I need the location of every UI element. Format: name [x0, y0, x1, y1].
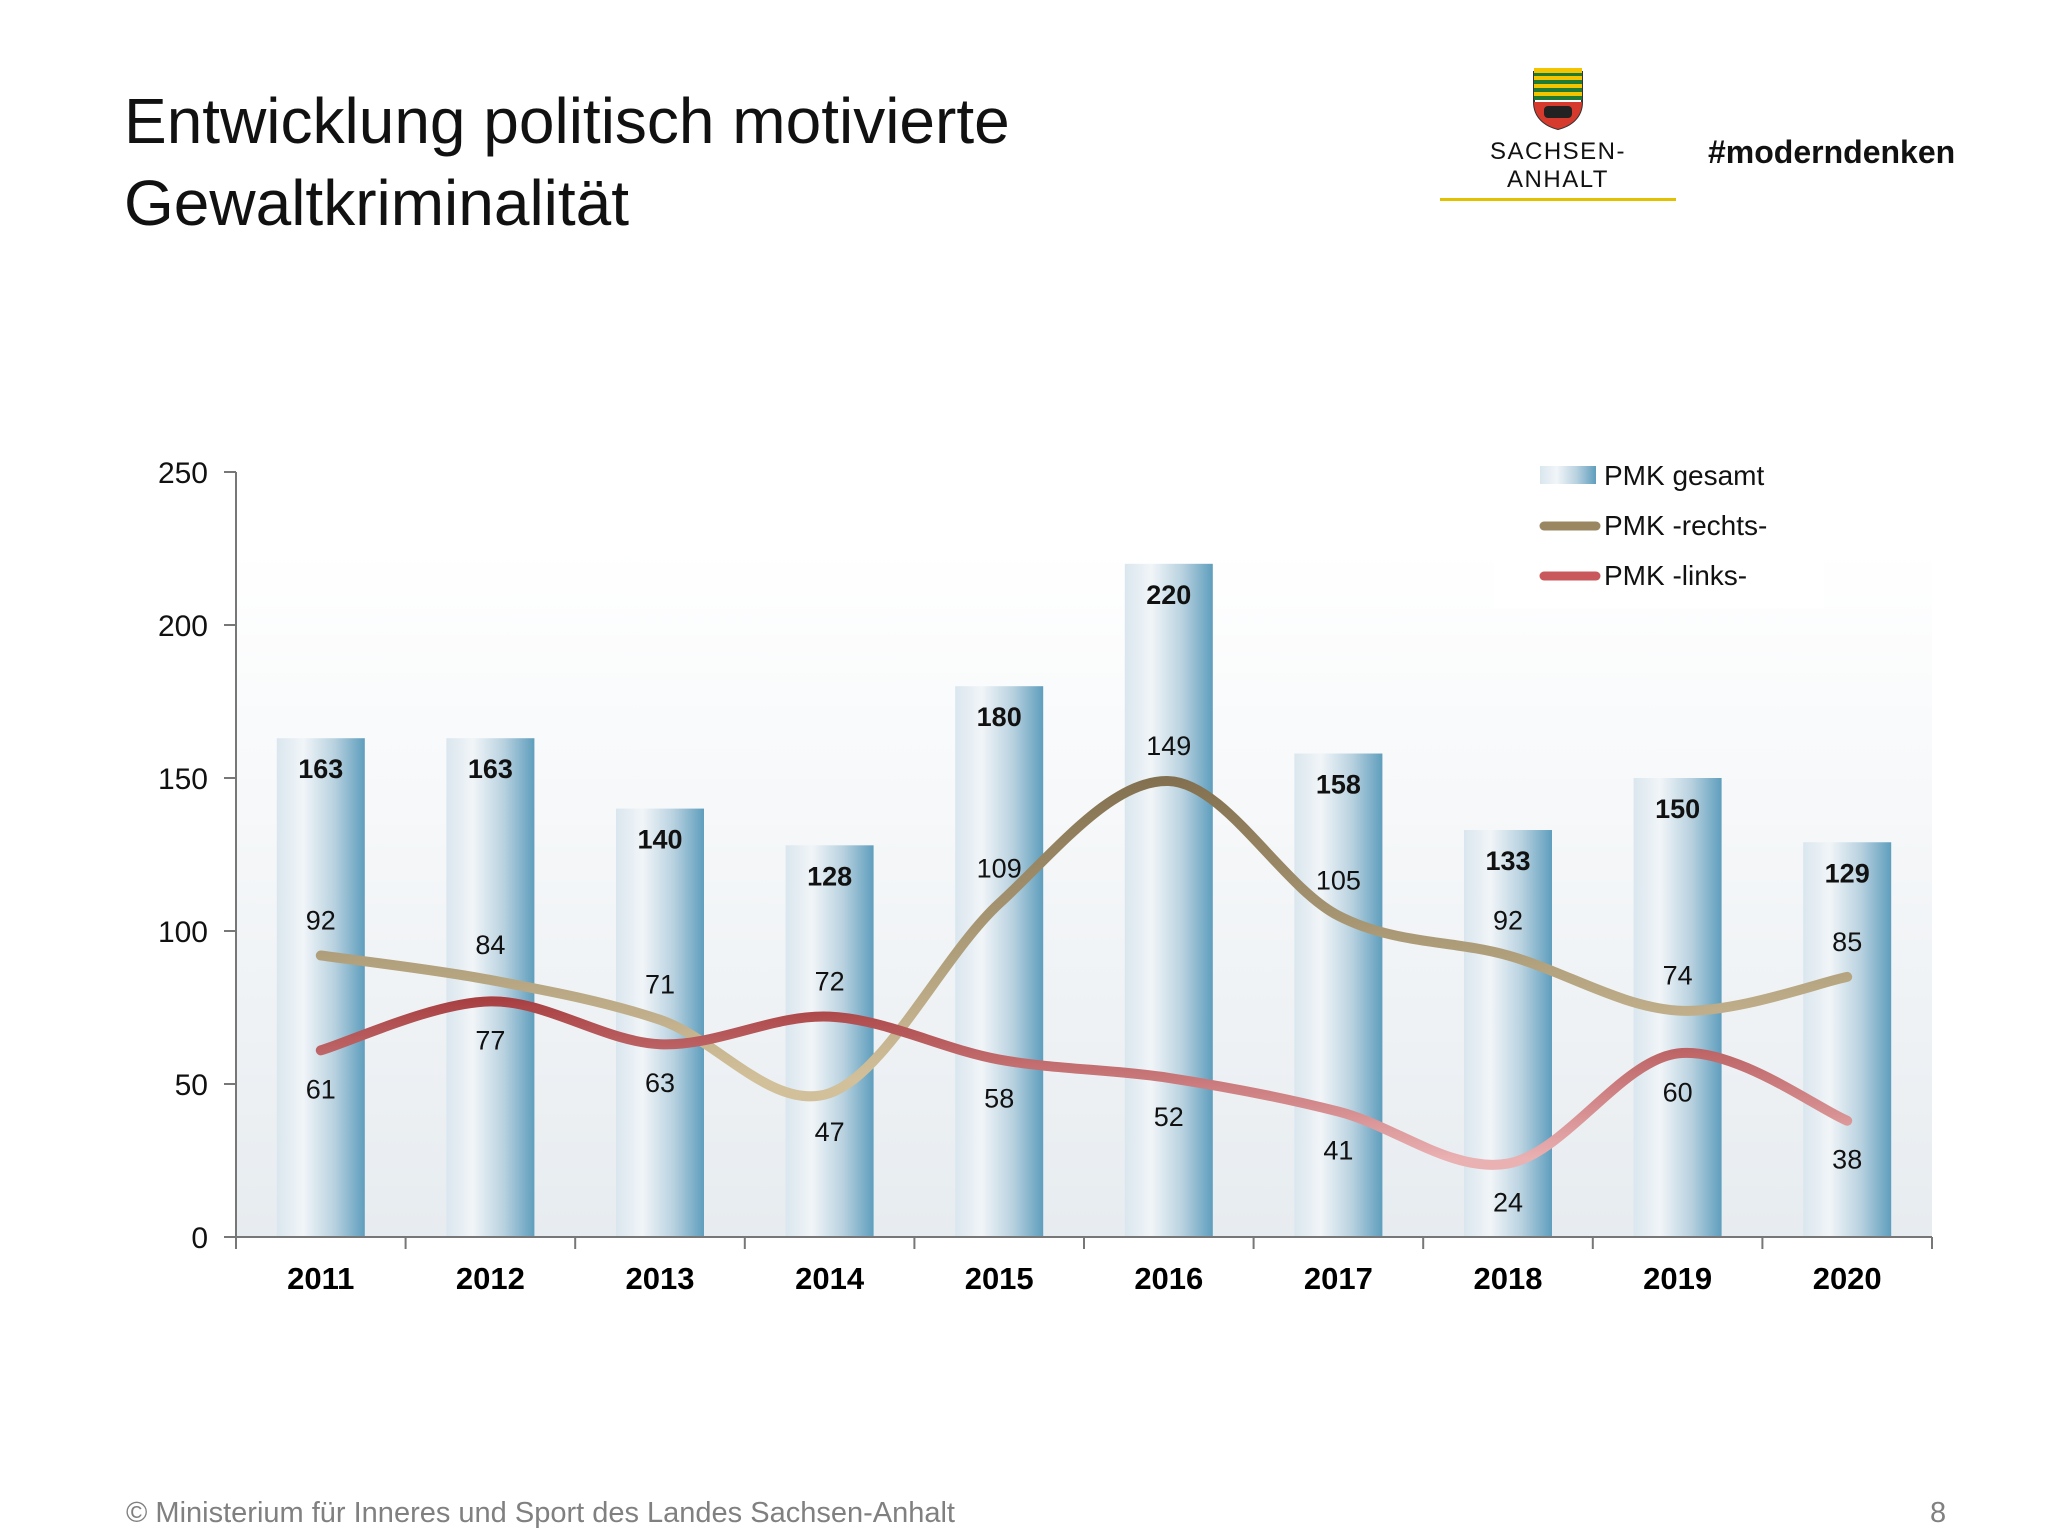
bar-value-label: 128	[807, 861, 852, 891]
links-value-label: 72	[815, 967, 845, 997]
x-tick-label: 2011	[287, 1261, 354, 1296]
page-number: 8	[1930, 1497, 1947, 1529]
legend-label-rechts: PMK -rechts-	[1604, 510, 1767, 541]
links-value-label: 60	[1663, 1077, 1693, 1107]
rechts-value-label: 71	[645, 970, 675, 1000]
bar	[1124, 563, 1213, 1237]
coat-of-arms-icon	[1533, 68, 1583, 130]
bar-value-label: 150	[1655, 794, 1700, 824]
links-value-label: 52	[1154, 1102, 1184, 1132]
brand-name: SACHSEN-ANHALT	[1440, 138, 1676, 201]
x-tick-label: 2012	[456, 1261, 525, 1296]
bar-value-label: 140	[637, 825, 682, 855]
bar-value-label: 220	[1146, 580, 1191, 610]
bar-value-label: 180	[977, 702, 1022, 732]
bar	[276, 738, 365, 1237]
x-tick-label: 2015	[965, 1261, 1034, 1296]
rechts-value-label: 109	[977, 853, 1022, 883]
rechts-value-label: 47	[815, 1117, 845, 1147]
y-tick-label: 150	[158, 763, 208, 796]
bar-value-label: 129	[1825, 858, 1870, 888]
x-tick-label: 2019	[1643, 1261, 1712, 1296]
x-tick-label: 2013	[626, 1261, 695, 1296]
page-title: Entwicklung politisch motivierte Gewaltk…	[124, 80, 1010, 244]
title-line-1: Entwicklung politisch motivierte	[124, 85, 1010, 157]
x-tick-label: 2020	[1813, 1261, 1882, 1296]
title-line-2: Gewaltkriminalität	[124, 167, 630, 239]
series-line-rechts	[315, 776, 1853, 1102]
links-value-label: 77	[475, 1025, 505, 1055]
links-value-label: 24	[1493, 1188, 1523, 1218]
links-value-label: 63	[645, 1068, 675, 1098]
bar-value-label: 133	[1485, 846, 1530, 876]
x-tick-label: 2018	[1474, 1261, 1543, 1296]
series-line-links	[315, 996, 1853, 1170]
rechts-value-label: 92	[306, 905, 336, 935]
bar	[1803, 842, 1892, 1237]
bar	[785, 845, 874, 1237]
legend-swatch-gesamt	[1540, 466, 1596, 484]
y-tick-label: 50	[175, 1069, 208, 1102]
rechts-value-label: 149	[1146, 731, 1191, 761]
links-value-label: 41	[1323, 1136, 1353, 1166]
links-value-label: 61	[306, 1074, 336, 1104]
legend-label-links: PMK -links-	[1604, 560, 1747, 591]
x-tick-label: 2017	[1304, 1261, 1373, 1296]
bar	[1464, 830, 1552, 1237]
x-tick-label: 2016	[1134, 1261, 1203, 1296]
hashtag: #moderndenken	[1708, 134, 1956, 170]
footer-copyright: © Ministerium für Inneres und Sport des …	[126, 1497, 955, 1529]
y-tick-label: 100	[158, 916, 208, 949]
bar-value-label: 163	[468, 754, 513, 784]
bar	[1294, 753, 1383, 1237]
y-tick-label: 0	[191, 1222, 208, 1255]
rechts-value-label: 92	[1493, 905, 1523, 935]
rechts-value-label: 74	[1663, 961, 1693, 991]
bar	[955, 686, 1044, 1237]
rechts-value-label: 84	[475, 930, 505, 960]
rechts-value-label: 105	[1316, 866, 1361, 896]
y-tick-label: 200	[158, 610, 208, 643]
x-tick-label: 2014	[795, 1261, 865, 1296]
links-value-label: 38	[1832, 1145, 1862, 1175]
bar-value-label: 158	[1316, 770, 1361, 800]
links-value-label: 58	[984, 1084, 1014, 1114]
rechts-value-label: 85	[1832, 927, 1862, 957]
bar-value-label: 163	[298, 754, 343, 784]
brand-block: SACHSEN-ANHALT #moderndenken	[1440, 68, 2000, 201]
y-tick-label: 250	[158, 457, 208, 490]
legend-label-gesamt: PMK gesamt	[1604, 460, 1764, 491]
